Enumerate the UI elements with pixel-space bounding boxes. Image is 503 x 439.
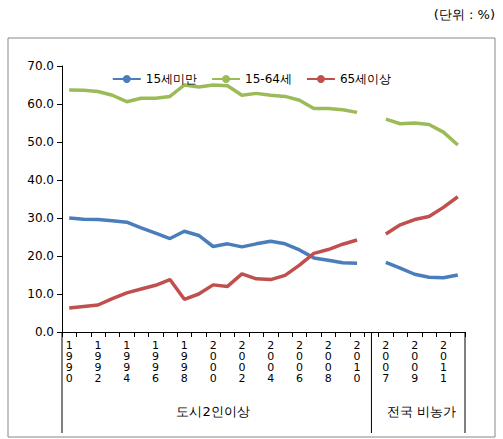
svg-text:9: 9 (65, 350, 73, 363)
svg-text:0: 0 (210, 372, 217, 385)
svg-text:8: 8 (181, 372, 188, 385)
svg-text:20.0: 20.0 (27, 249, 54, 263)
svg-text:6: 6 (296, 372, 303, 385)
svg-text:0: 0 (411, 350, 419, 363)
svg-text:도시2인이상: 도시2인이상 (176, 404, 249, 419)
svg-text:1: 1 (123, 339, 131, 352)
svg-text:0: 0 (324, 361, 332, 374)
svg-text:2: 2 (238, 339, 246, 352)
svg-text:0: 0 (353, 350, 361, 363)
svg-text:6: 6 (152, 372, 159, 385)
svg-text:2: 2 (411, 339, 419, 352)
svg-text:9: 9 (123, 350, 131, 363)
svg-text:2: 2 (238, 372, 245, 385)
svg-text:0: 0 (296, 361, 303, 374)
svg-text:(단위 : %): (단위 : %) (434, 7, 495, 22)
svg-text:15-64세: 15-64세 (245, 72, 292, 86)
svg-text:1: 1 (440, 372, 447, 385)
svg-text:9: 9 (180, 361, 188, 374)
svg-text:9: 9 (123, 361, 131, 374)
svg-text:50.0: 50.0 (27, 135, 54, 149)
svg-text:1: 1 (439, 361, 447, 374)
svg-text:전국 비농가: 전국 비농가 (387, 404, 456, 419)
svg-text:0: 0 (382, 350, 390, 363)
svg-text:0: 0 (209, 350, 217, 363)
svg-text:9: 9 (152, 361, 160, 374)
svg-text:1: 1 (65, 339, 73, 352)
svg-text:2: 2 (439, 339, 447, 352)
svg-text:1: 1 (152, 339, 160, 352)
svg-text:0: 0 (296, 350, 303, 363)
svg-text:7: 7 (382, 372, 389, 385)
svg-text:15세미만: 15세미만 (146, 72, 197, 86)
svg-text:0: 0 (382, 361, 390, 374)
svg-text:0: 0 (324, 350, 332, 363)
svg-text:10.0: 10.0 (27, 287, 54, 301)
svg-text:30.0: 30.0 (27, 211, 54, 225)
svg-text:60.0: 60.0 (27, 97, 54, 111)
svg-text:4: 4 (267, 372, 274, 385)
svg-text:70.0: 70.0 (27, 59, 54, 73)
svg-text:9: 9 (411, 372, 418, 385)
svg-text:0: 0 (267, 361, 275, 374)
svg-text:8: 8 (325, 372, 332, 385)
svg-text:2: 2 (94, 372, 101, 385)
svg-text:0: 0 (209, 361, 217, 374)
svg-text:1: 1 (180, 339, 188, 352)
svg-text:0: 0 (238, 361, 246, 374)
svg-text:0: 0 (439, 350, 447, 363)
svg-text:9: 9 (152, 350, 160, 363)
svg-text:0: 0 (238, 350, 246, 363)
svg-text:0.0: 0.0 (35, 325, 54, 339)
svg-text:0: 0 (66, 372, 73, 385)
svg-text:0: 0 (267, 350, 275, 363)
svg-text:9: 9 (65, 361, 73, 374)
svg-text:2: 2 (353, 339, 361, 352)
svg-text:0: 0 (354, 372, 361, 385)
svg-text:9: 9 (180, 350, 188, 363)
svg-text:2: 2 (209, 339, 217, 352)
svg-text:2: 2 (324, 339, 332, 352)
svg-text:2: 2 (382, 339, 390, 352)
svg-text:0: 0 (411, 361, 419, 374)
svg-text:2: 2 (267, 339, 275, 352)
svg-text:1: 1 (94, 339, 102, 352)
svg-text:2: 2 (296, 339, 303, 352)
svg-text:40.0: 40.0 (27, 173, 54, 187)
svg-text:65세이상: 65세이상 (340, 72, 391, 86)
svg-text:9: 9 (94, 361, 102, 374)
svg-text:9: 9 (94, 350, 102, 363)
svg-text:1: 1 (353, 361, 361, 374)
svg-text:4: 4 (123, 372, 130, 385)
